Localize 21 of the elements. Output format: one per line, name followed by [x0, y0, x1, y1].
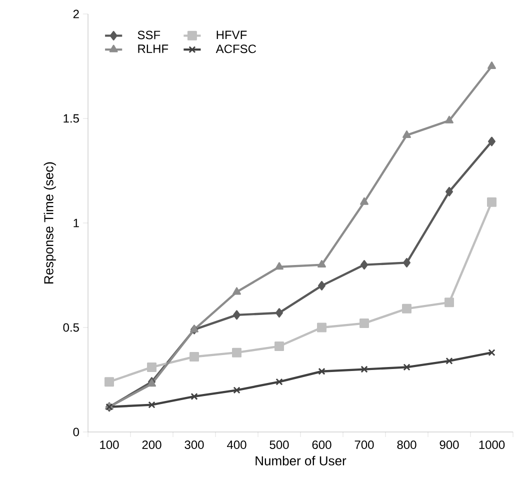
x-tick-label: 800: [397, 440, 416, 450]
legend-label: ACFSC: [216, 44, 256, 54]
x-tick-label: 600: [312, 440, 332, 450]
x-axis-title: Number of User: [256, 456, 346, 466]
x-tick-label: 400: [227, 440, 246, 450]
y-tick-label: 1.5: [64, 114, 79, 123]
x-tick-label: 700: [354, 440, 374, 450]
x-tick-label: 100: [100, 440, 119, 450]
legend-label: SSF: [138, 30, 160, 40]
legend-label: RLHF: [138, 44, 168, 53]
y-axis-title: Response Time (sec): [44, 162, 56, 284]
x-tick-label: 300: [184, 440, 204, 450]
x-tick-label: 1000: [479, 440, 505, 450]
x-tick-label: 900: [440, 440, 459, 450]
y-tick-label: 0: [73, 428, 80, 436]
x-tick-label: 200: [142, 440, 162, 450]
y-tick-label: 2: [73, 10, 79, 18]
y-tick-label: 1: [74, 218, 79, 228]
x-tick-label: 500: [270, 440, 289, 450]
y-tick-label: 0.5: [63, 323, 79, 332]
legend-label: HFVF: [216, 30, 247, 40]
